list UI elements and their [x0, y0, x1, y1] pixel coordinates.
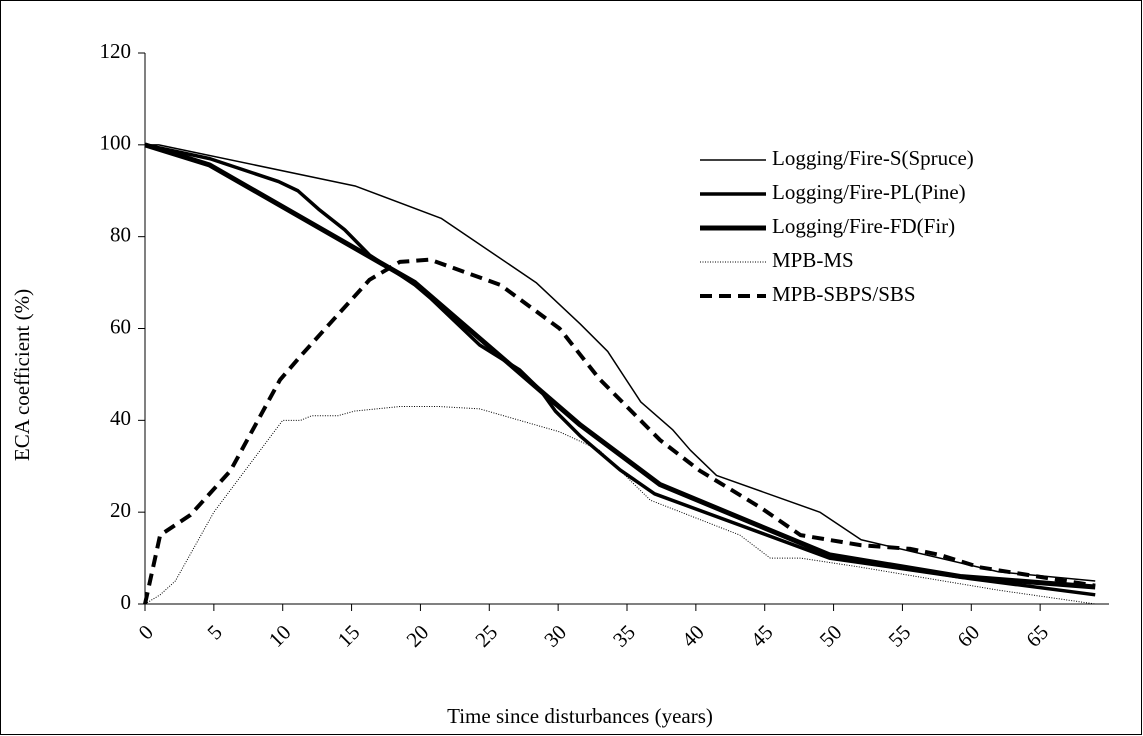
series-line	[144, 142, 1096, 590]
legend-label: MPB-SBPS/SBS	[772, 282, 916, 306]
y-tick-label: 80	[110, 222, 131, 246]
x-axis-title: Time since disturbances (years)	[447, 704, 713, 728]
y-tick-label: 20	[110, 498, 131, 522]
legend-label: Logging/Fire-PL(Pine)	[772, 180, 966, 204]
series-line	[144, 143, 1096, 597]
series-line	[143, 257, 1096, 605]
y-tick-label: 100	[100, 131, 132, 155]
series-line	[144, 406, 1096, 605]
legend-label: Logging/Fire-FD(Fir)	[772, 214, 955, 238]
y-tick-label: 0	[121, 590, 132, 614]
y-tick-label: 60	[110, 314, 131, 338]
legend-label: Logging/Fire-S(Spruce)	[772, 146, 974, 170]
y-tick-label: 40	[110, 406, 131, 430]
legend-label: MPB-MS	[772, 248, 854, 272]
series-line	[145, 144, 1096, 582]
y-axis-title: ECA coefficient (%)	[10, 289, 34, 461]
y-tick-label: 120	[100, 39, 132, 63]
